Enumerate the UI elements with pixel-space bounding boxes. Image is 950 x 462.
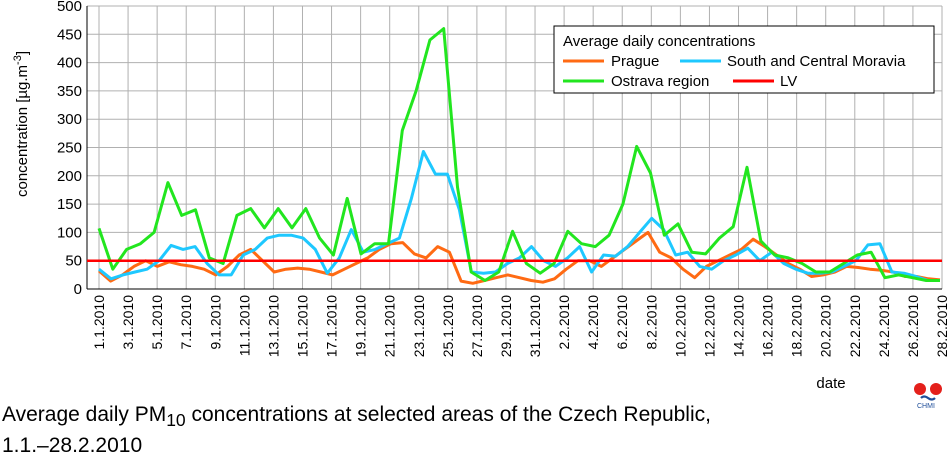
y-tick-label: 200 [57, 168, 82, 185]
logo-text: CHMI [917, 403, 935, 410]
legend-box [553, 25, 935, 94]
x-tick-label: 11.1.2010 [236, 295, 252, 356]
x-tick-label: 20.2.2010 [818, 295, 834, 357]
x-tick-label: 25.1.2010 [440, 295, 456, 357]
x-tick-label: 7.1.2010 [178, 295, 194, 350]
x-tick-label: 6.2.2010 [614, 295, 630, 350]
y-axis-label: concentration [µg.m-3] [12, 51, 31, 197]
y-tick-label: 450 [57, 26, 82, 43]
x-tick-label: 2.2.2010 [556, 295, 572, 350]
x-tick-label: 17.1.2010 [324, 295, 340, 357]
caption-text-end: concentrations at selected areas of the … [185, 403, 711, 426]
y-tick-label: 50 [65, 253, 82, 270]
x-tick-label: 31.1.2010 [527, 295, 543, 357]
x-tick-label: 21.1.2010 [382, 295, 398, 357]
x-tick-label: 10.2.2010 [672, 295, 688, 357]
y-tick-label: 250 [57, 140, 82, 157]
x-tick-label: 27.1.2010 [469, 295, 485, 357]
legend-title: Average daily concentrations [563, 33, 755, 50]
figure-caption: Average daily PM10 concentrations at sel… [2, 402, 711, 458]
x-tick-label: 13.1.2010 [265, 295, 281, 357]
y-tick-label: 350 [57, 83, 82, 100]
chmi-logo-icon [914, 383, 942, 401]
x-tick-label: 1.1.2010 [91, 295, 107, 350]
x-tick-label: 29.1.2010 [498, 295, 514, 357]
y-tick-label: 100 [57, 224, 82, 241]
x-tick-label: 12.2.2010 [701, 295, 717, 357]
x-tick-label: 18.2.2010 [789, 295, 805, 357]
legend-entry-ostrava: Ostrava region [611, 73, 709, 90]
caption-date-range: 1.1.–28.2.2010 [2, 434, 143, 458]
x-tick-labels: 1.1.2010 3.1.2010 5.1.2010 7.1.2010 9.1.2010… [91, 295, 950, 358]
x-axis-label: date [816, 375, 845, 392]
x-tick-label: 14.2.2010 [731, 295, 747, 357]
x-tick-label: 19.1.2010 [353, 295, 369, 357]
y-tick-labels: 0 50 100 150 200 250 300 350 400 450 500 [57, 0, 82, 298]
x-tick-label: 23.1.2010 [411, 295, 427, 357]
legend-entry-lv: LV [780, 73, 797, 90]
caption-text-start: Average daily PM [2, 403, 167, 426]
chart-grid [87, 5, 943, 290]
x-tick-label: 4.2.2010 [585, 295, 601, 350]
chart-axes [86, 6, 942, 290]
x-tick-label: 26.2.2010 [905, 295, 921, 357]
x-tick-label: 22.2.2010 [847, 295, 863, 357]
legend-entry-south-central-moravia: South and Central Moravia [727, 53, 906, 70]
line-chart: 0 50 100 150 200 250 300 350 400 450 500 1.1.2010 3… [12, 0, 950, 392]
x-tick-label: 15.1.2010 [294, 295, 310, 357]
y-tick-label: 500 [57, 0, 82, 15]
y-tick-label: 300 [57, 111, 82, 128]
legend-entry-prague: Prague [611, 53, 659, 70]
x-tick-label: 3.1.2010 [120, 295, 136, 350]
caption-subscript: 10 [166, 410, 186, 431]
x-tick-label: 9.1.2010 [207, 295, 223, 350]
chart-legend: Average daily concentrations Prague Sout… [553, 25, 935, 94]
x-tick-label: 24.2.2010 [876, 295, 892, 357]
series-lines [87, 27, 942, 285]
x-tick-label: 16.2.2010 [760, 295, 776, 357]
x-tick-label: 28.2.2010 [934, 295, 950, 357]
x-tick-label: 8.2.2010 [643, 295, 659, 350]
x-tick-label: 5.1.2010 [149, 295, 165, 350]
y-tick-label: 400 [57, 55, 82, 72]
y-tick-label: 0 [74, 281, 82, 298]
series-line-ostrava-region [97, 27, 940, 282]
y-tick-label: 150 [57, 196, 82, 213]
